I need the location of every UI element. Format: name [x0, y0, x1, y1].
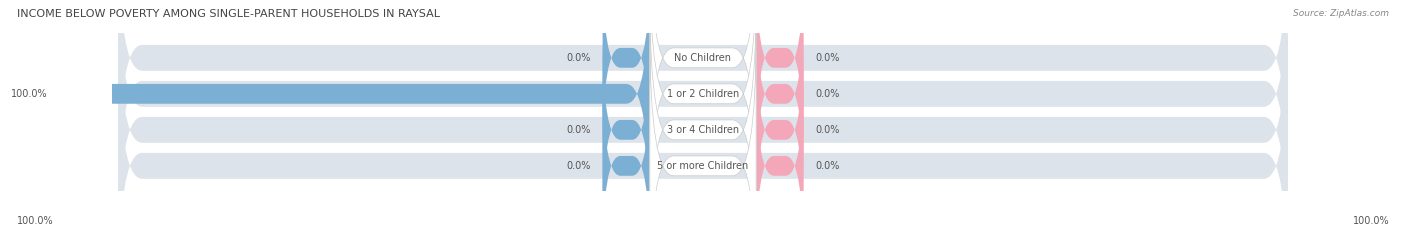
Text: 1 or 2 Children: 1 or 2 Children	[666, 89, 740, 99]
FancyBboxPatch shape	[756, 0, 803, 156]
FancyBboxPatch shape	[603, 68, 650, 233]
Text: Source: ZipAtlas.com: Source: ZipAtlas.com	[1294, 9, 1389, 18]
Text: 0.0%: 0.0%	[815, 53, 839, 63]
FancyBboxPatch shape	[650, 0, 756, 192]
Text: 0.0%: 0.0%	[567, 125, 591, 135]
FancyBboxPatch shape	[118, 0, 1288, 189]
FancyBboxPatch shape	[756, 0, 803, 192]
FancyBboxPatch shape	[603, 0, 650, 156]
Text: 3 or 4 Children: 3 or 4 Children	[666, 125, 740, 135]
FancyBboxPatch shape	[118, 35, 1288, 233]
Text: 0.0%: 0.0%	[567, 53, 591, 63]
Text: No Children: No Children	[675, 53, 731, 63]
Text: 5 or more Children: 5 or more Children	[658, 161, 748, 171]
FancyBboxPatch shape	[650, 32, 756, 233]
FancyBboxPatch shape	[756, 68, 803, 233]
Text: 0.0%: 0.0%	[815, 161, 839, 171]
Text: 0.0%: 0.0%	[567, 161, 591, 171]
FancyBboxPatch shape	[118, 0, 1288, 233]
FancyBboxPatch shape	[650, 0, 756, 228]
FancyBboxPatch shape	[650, 0, 756, 233]
FancyBboxPatch shape	[59, 0, 650, 228]
Text: 100.0%: 100.0%	[11, 89, 48, 99]
Text: 0.0%: 0.0%	[815, 125, 839, 135]
Text: 100.0%: 100.0%	[17, 216, 53, 226]
FancyBboxPatch shape	[118, 0, 1288, 225]
FancyBboxPatch shape	[603, 32, 650, 228]
Text: 100.0%: 100.0%	[1353, 216, 1389, 226]
FancyBboxPatch shape	[756, 32, 803, 228]
Text: INCOME BELOW POVERTY AMONG SINGLE-PARENT HOUSEHOLDS IN RAYSAL: INCOME BELOW POVERTY AMONG SINGLE-PARENT…	[17, 9, 440, 19]
Text: 0.0%: 0.0%	[815, 89, 839, 99]
